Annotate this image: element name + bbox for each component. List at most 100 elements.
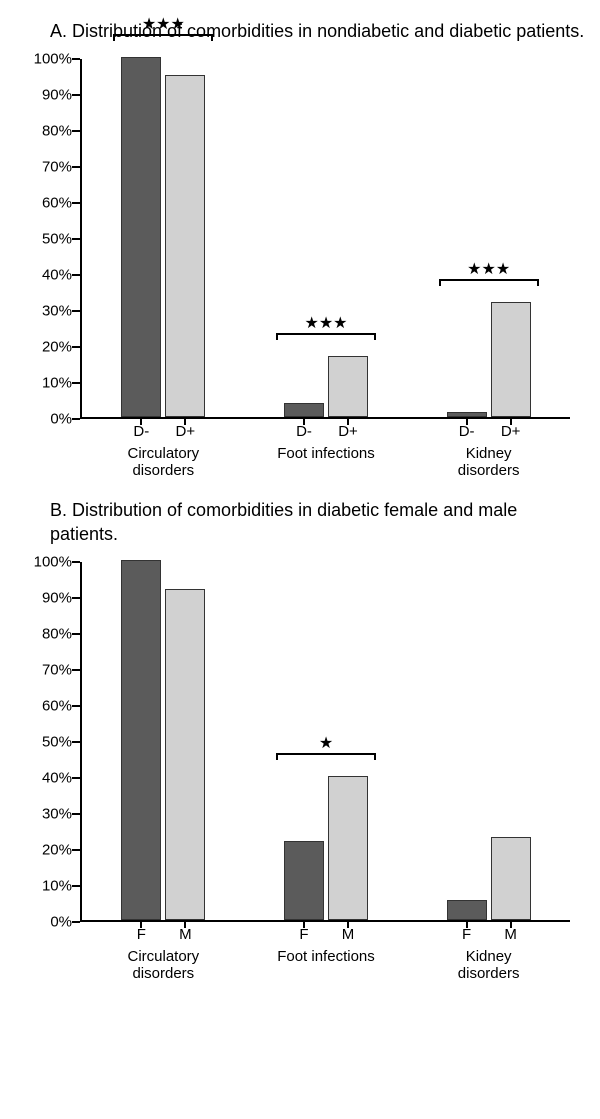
bar: [447, 900, 487, 920]
panel-b-title: B. Distribution of comorbidities in diab…: [50, 499, 590, 546]
significance-tick: [374, 753, 376, 760]
bar-groups: D-D+Circulatorydisorders★★★ D-D+Foot infe…: [82, 59, 570, 417]
bar: [121, 560, 161, 920]
bar-label: M: [328, 926, 368, 943]
group-label: Kidneydisorders: [458, 948, 520, 982]
bar-label: D-: [121, 423, 161, 440]
significance-stars: ★★★: [101, 14, 225, 34]
y-label: 0%: [24, 411, 72, 428]
y-tick: [72, 310, 80, 312]
significance-tick: [276, 753, 278, 760]
bar: [491, 302, 531, 417]
bar-label: F: [447, 926, 487, 943]
bar: [284, 403, 324, 417]
bar-label: D+: [491, 423, 531, 440]
y-label: 50%: [24, 734, 72, 751]
y-tick: [72, 58, 80, 60]
y-tick: [72, 94, 80, 96]
y-label: 30%: [24, 303, 72, 320]
significance-tick: [439, 279, 441, 286]
bar: [328, 356, 368, 417]
significance-tick: [211, 34, 213, 41]
y-tick: [72, 705, 80, 707]
bar-label: F: [121, 926, 161, 943]
y-label: 40%: [24, 770, 72, 787]
bar-label: D+: [165, 423, 205, 440]
y-tick: [72, 346, 80, 348]
significance-tick: [374, 333, 376, 340]
y-label: 90%: [24, 590, 72, 607]
significance-tick: [537, 279, 539, 286]
y-tick: [72, 202, 80, 204]
bar-label: M: [165, 926, 205, 943]
significance-stars: ★: [264, 733, 388, 753]
y-tick: [72, 885, 80, 887]
bar-label: D-: [284, 423, 324, 440]
group-label: Foot infections: [277, 445, 375, 462]
group-label: Circulatorydisorders: [127, 948, 199, 982]
y-label: 70%: [24, 159, 72, 176]
y-tick: [72, 166, 80, 168]
y-tick: [72, 669, 80, 671]
y-label: 80%: [24, 123, 72, 140]
bar-label: F: [284, 926, 324, 943]
significance-bar: [439, 279, 539, 281]
significance-bar: [113, 34, 213, 36]
bar-labels: FM: [101, 926, 225, 943]
bar: [165, 589, 205, 920]
group-label: Circulatorydisorders: [127, 445, 199, 479]
y-label: 0%: [24, 914, 72, 931]
y-tick: [72, 813, 80, 815]
bar-groups: FMCirculatorydisorders FMFoot infections★…: [82, 562, 570, 920]
y-tick: [72, 741, 80, 743]
y-tick: [72, 597, 80, 599]
bar-group: D-D+Circulatorydisorders★★★: [101, 59, 225, 417]
y-label: 100%: [24, 554, 72, 571]
y-label: 90%: [24, 87, 72, 104]
y-tick: [72, 238, 80, 240]
bar-group: FMFoot infections★: [264, 562, 388, 920]
group-label: Kidneydisorders: [458, 445, 520, 479]
bar-label: M: [491, 926, 531, 943]
y-label: 30%: [24, 806, 72, 823]
bar-group: FMKidneydisorders: [427, 562, 551, 920]
bar: [284, 841, 324, 920]
bar: [447, 412, 487, 417]
y-tick: [72, 382, 80, 384]
bar: [491, 837, 531, 920]
group-label: Foot infections: [277, 948, 375, 965]
bar-label: D+: [328, 423, 368, 440]
bar-group: FMCirculatorydisorders: [101, 562, 225, 920]
y-label: 10%: [24, 878, 72, 895]
bar-labels: FM: [427, 926, 551, 943]
panel-b: B. Distribution of comorbidities in diab…: [10, 499, 590, 922]
bar-group: D-D+Kidneydisorders★★★: [427, 59, 551, 417]
y-label: 100%: [24, 51, 72, 68]
y-tick: [72, 849, 80, 851]
bar-group: D-D+Foot infections★★★: [264, 59, 388, 417]
significance-stars: ★★★: [427, 259, 551, 279]
y-label: 70%: [24, 662, 72, 679]
y-tick: [72, 130, 80, 132]
panel-a-chart: 0%10%20%30%40%50%60%70%80%90%100%D-D+Cir…: [80, 59, 570, 419]
figure: A. Distribution of comorbidities in nond…: [0, 0, 600, 1119]
panel-b-chart: 0%10%20%30%40%50%60%70%80%90%100%FMCircu…: [80, 562, 570, 922]
y-label: 60%: [24, 698, 72, 715]
y-label: 20%: [24, 842, 72, 859]
panel-b-chart-wrap: 0%10%20%30%40%50%60%70%80%90%100%FMCircu…: [80, 562, 570, 922]
bar: [121, 57, 161, 417]
y-tick: [72, 921, 80, 923]
bar: [328, 776, 368, 920]
significance-bar: [276, 753, 376, 755]
y-label: 80%: [24, 626, 72, 643]
panel-a: A. Distribution of comorbidities in nond…: [10, 20, 590, 419]
y-tick: [72, 777, 80, 779]
significance-tick: [276, 333, 278, 340]
y-label: 20%: [24, 339, 72, 356]
y-tick: [72, 274, 80, 276]
y-label: 40%: [24, 267, 72, 284]
panel-a-chart-wrap: 0%10%20%30%40%50%60%70%80%90%100%D-D+Cir…: [80, 59, 570, 419]
bar-labels: D-D+: [427, 423, 551, 440]
bar-label: D-: [447, 423, 487, 440]
y-label: 60%: [24, 195, 72, 212]
